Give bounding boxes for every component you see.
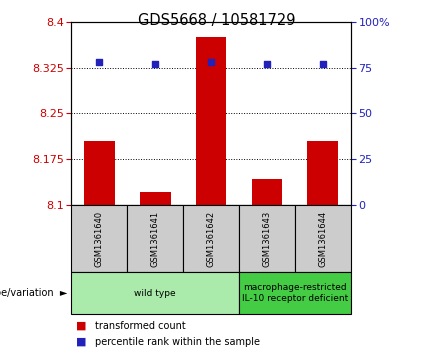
Bar (84, 141, 115, 205)
Bar (140, 192, 171, 205)
Text: GSM1361640: GSM1361640 (95, 211, 104, 267)
Text: GSM1361643: GSM1361643 (262, 211, 271, 267)
Text: genotype/variation  ►: genotype/variation ► (0, 288, 67, 298)
Text: GSM1361642: GSM1361642 (207, 211, 216, 267)
Point (320, 61, 326, 67)
Text: macrophage-restricted
IL-10 receptor deficient: macrophage-restricted IL-10 receptor def… (242, 284, 348, 303)
Text: GSM1361641: GSM1361641 (151, 211, 160, 267)
Point (208, 59, 215, 65)
Text: wild type: wild type (134, 289, 176, 298)
Point (96, 59, 103, 65)
Text: transformed count: transformed count (95, 321, 186, 331)
Bar (252, 179, 282, 205)
Text: ■: ■ (76, 321, 86, 331)
Text: ■: ■ (76, 337, 86, 347)
Text: percentile rank within the sample: percentile rank within the sample (95, 337, 260, 347)
Point (152, 61, 158, 67)
Text: GDS5668 / 10581729: GDS5668 / 10581729 (138, 13, 295, 28)
Text: GSM1361644: GSM1361644 (318, 211, 327, 267)
Point (264, 61, 271, 67)
Bar (196, 37, 226, 205)
Bar (307, 141, 338, 205)
